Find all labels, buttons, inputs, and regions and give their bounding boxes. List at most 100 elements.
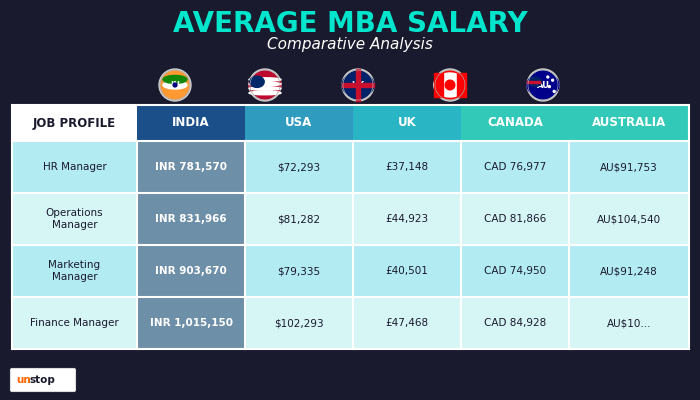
FancyBboxPatch shape [461,105,569,141]
FancyBboxPatch shape [569,297,689,349]
Circle shape [552,79,554,81]
Circle shape [547,76,549,78]
FancyBboxPatch shape [569,105,689,141]
FancyBboxPatch shape [245,141,353,193]
Text: $102,293: $102,293 [274,318,324,328]
FancyBboxPatch shape [461,297,569,349]
Text: Comparative Analysis: Comparative Analysis [267,38,433,52]
Circle shape [344,71,372,99]
Circle shape [548,86,550,88]
FancyBboxPatch shape [353,141,461,193]
FancyBboxPatch shape [137,193,245,245]
FancyBboxPatch shape [342,82,374,87]
Ellipse shape [527,73,559,97]
Circle shape [527,69,559,101]
Text: INR 831,966: INR 831,966 [155,214,227,224]
Circle shape [434,69,466,101]
FancyBboxPatch shape [245,245,353,297]
Text: AU: AU [536,80,550,90]
Text: stop: stop [29,375,55,385]
FancyBboxPatch shape [461,193,569,245]
FancyBboxPatch shape [569,245,689,297]
FancyBboxPatch shape [12,297,137,349]
FancyBboxPatch shape [12,193,137,245]
Circle shape [342,69,374,101]
Text: Finance Manager: Finance Manager [30,318,119,328]
Text: IN: IN [170,80,180,90]
Circle shape [342,69,374,101]
Circle shape [445,80,455,90]
Ellipse shape [250,76,264,88]
Ellipse shape [163,75,187,83]
FancyBboxPatch shape [10,368,76,392]
Circle shape [249,69,281,101]
Text: Operations
Manager: Operations Manager [46,208,104,230]
Text: AU$104,540: AU$104,540 [597,214,661,224]
Text: US: US [258,80,272,90]
Text: $81,282: $81,282 [277,214,321,224]
Text: AU$10...: AU$10... [607,318,651,328]
Circle shape [527,69,559,101]
Text: INDIA: INDIA [172,116,210,130]
FancyBboxPatch shape [137,105,245,141]
Text: CA: CA [444,80,456,90]
FancyBboxPatch shape [137,141,245,193]
Text: CAD 84,928: CAD 84,928 [484,318,546,328]
FancyBboxPatch shape [12,105,137,141]
Text: INR 1,015,150: INR 1,015,150 [150,318,232,328]
Text: UK: UK [398,116,416,130]
Text: Marketing
Manager: Marketing Manager [48,260,101,282]
Circle shape [159,69,191,101]
FancyBboxPatch shape [527,80,540,83]
Text: AU$91,248: AU$91,248 [600,266,658,276]
FancyBboxPatch shape [12,141,137,193]
FancyBboxPatch shape [245,297,353,349]
Text: un: un [16,375,31,385]
Text: JOB PROFILE: JOB PROFILE [33,116,116,130]
FancyBboxPatch shape [137,297,245,349]
Circle shape [434,69,466,101]
Text: CAD 76,977: CAD 76,977 [484,162,546,172]
FancyBboxPatch shape [434,73,443,97]
FancyBboxPatch shape [461,141,569,193]
Ellipse shape [249,82,281,86]
Text: USA: USA [286,116,313,130]
FancyBboxPatch shape [353,245,461,297]
Text: AU$91,753: AU$91,753 [600,162,658,172]
FancyBboxPatch shape [353,193,461,245]
Text: £44,923: £44,923 [386,214,428,224]
Ellipse shape [342,73,374,97]
Text: $72,293: $72,293 [277,162,321,172]
FancyBboxPatch shape [245,193,353,245]
Circle shape [251,71,279,99]
Ellipse shape [434,73,466,97]
Ellipse shape [528,77,541,87]
Ellipse shape [163,87,187,95]
FancyBboxPatch shape [353,297,461,349]
FancyBboxPatch shape [569,141,689,193]
Ellipse shape [249,73,281,97]
Ellipse shape [249,91,281,95]
FancyBboxPatch shape [356,69,360,101]
Text: CAD 81,866: CAD 81,866 [484,214,546,224]
Text: HR Manager: HR Manager [43,162,106,172]
FancyBboxPatch shape [569,193,689,245]
Ellipse shape [249,87,281,90]
Circle shape [173,83,177,87]
Circle shape [529,71,557,99]
Circle shape [249,69,281,101]
Circle shape [553,90,555,92]
Ellipse shape [249,78,281,81]
Text: CANADA: CANADA [487,116,543,130]
FancyBboxPatch shape [353,105,461,141]
FancyBboxPatch shape [137,245,245,297]
Text: INR 903,670: INR 903,670 [155,266,227,276]
FancyBboxPatch shape [461,245,569,297]
Text: UK: UK [351,80,365,90]
Text: $79,335: $79,335 [277,266,321,276]
Text: INR 781,570: INR 781,570 [155,162,227,172]
FancyBboxPatch shape [12,245,137,297]
FancyBboxPatch shape [457,73,466,97]
FancyBboxPatch shape [245,105,353,141]
Text: AVERAGE MBA SALARY: AVERAGE MBA SALARY [173,10,527,38]
